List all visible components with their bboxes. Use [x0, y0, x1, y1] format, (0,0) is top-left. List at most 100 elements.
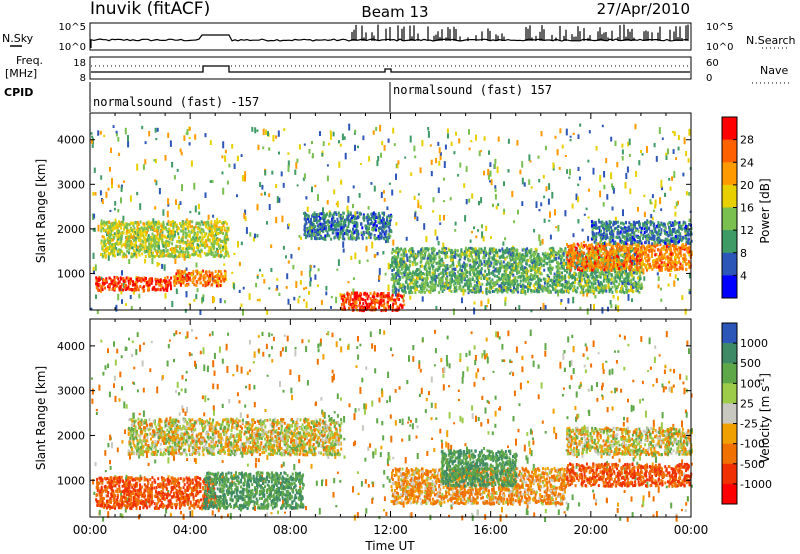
heatmap-cell: [344, 152, 347, 160]
heatmap-cell: [102, 244, 105, 248]
heatmap-cell: [419, 167, 422, 174]
heatmap-cell: [115, 132, 118, 137]
heatmap-cell: [499, 249, 502, 253]
heatmap-cell: [126, 229, 129, 233]
heatmap-cell: [363, 218, 366, 222]
heatmap-cell: [561, 271, 563, 275]
heatmap-cell: [432, 210, 435, 213]
heatmap-cell: [127, 285, 130, 289]
heatmap-cell: [417, 199, 420, 204]
heatmap-cell: [538, 209, 541, 212]
heatmap-cell: [453, 289, 456, 293]
heatmap-cell: [466, 275, 469, 278]
heatmap-cell: [185, 218, 188, 222]
heatmap-cell: [313, 211, 316, 215]
noise-right-tick-bottom: 10^0: [706, 42, 733, 53]
heatmap-cell: [468, 285, 471, 289]
heatmap-cell: [537, 286, 540, 290]
heatmap-cell: [335, 213, 338, 216]
heatmap-cell: [162, 223, 165, 227]
heatmap-cell: [454, 281, 457, 285]
heatmap-cell: [657, 284, 660, 289]
heatmap-cell: [213, 241, 216, 245]
heatmap-cell: [240, 303, 243, 308]
heatmap-cell: [194, 275, 197, 279]
heatmap-cell: [216, 247, 218, 251]
cpid-segment-1: normalsound (fast) -157: [93, 95, 259, 109]
heatmap-cell: [222, 275, 225, 279]
heatmap-cell: [319, 212, 322, 216]
heatmap-cell: [612, 294, 615, 299]
heatmap-cell: [120, 197, 122, 204]
heatmap-cell: [391, 189, 394, 196]
heatmap-cell: [106, 238, 109, 242]
heatmap-cell: [350, 291, 353, 295]
heatmap-cell: [333, 219, 336, 223]
heatmap-cell: [343, 305, 346, 309]
heatmap-cell: [415, 268, 418, 271]
heatmap-cell: [211, 231, 214, 235]
heatmap-cell: [592, 279, 595, 282]
heatmap-cell: [347, 236, 350, 240]
heatmap-cell: [660, 185, 663, 188]
heatmap-cell: [504, 296, 507, 302]
heatmap-cell: [118, 152, 121, 156]
heatmap-cell: [153, 227, 156, 231]
heatmap-cell: [559, 249, 562, 253]
heatmap-cell: [500, 254, 503, 258]
heatmap-cell: [110, 250, 113, 254]
heatmap-cell: [141, 252, 144, 256]
heatmap-cell: [371, 241, 374, 249]
heatmap-cell: [511, 251, 514, 255]
heatmap-cell: [104, 221, 107, 225]
heatmap-cell: [195, 234, 198, 238]
heatmap-cell: [660, 298, 663, 302]
heatmap-cell: [339, 143, 342, 147]
heatmap-cell: [601, 271, 604, 275]
heatmap-cell: [558, 270, 561, 274]
heatmap-cell: [661, 186, 663, 191]
heatmap-cell: [125, 303, 127, 306]
heatmap-cell: [413, 284, 416, 288]
heatmap-cell: [322, 237, 325, 241]
noise-search-trace: [351, 24, 689, 41]
heatmap-cell: [395, 251, 398, 254]
heatmap-cell: [371, 227, 374, 231]
heatmap-cell: [411, 291, 414, 295]
heatmap-cell: [184, 250, 187, 254]
heatmap-cell: [317, 219, 320, 223]
heatmap-cell: [162, 220, 165, 224]
heatmap-cell: [202, 294, 205, 298]
heatmap-cell: [673, 280, 676, 287]
heatmap-cell: [176, 277, 179, 281]
heatmap-cell: [456, 249, 459, 253]
heatmap-cell: [156, 278, 159, 282]
heatmap-cell: [319, 216, 322, 220]
heatmap-cell: [175, 244, 178, 248]
heatmap-cell: [313, 227, 316, 231]
heatmap-cell: [481, 231, 484, 239]
heatmap-cell: [244, 175, 246, 182]
heatmap-cell: [559, 302, 562, 305]
heatmap-cell: [107, 252, 110, 256]
heatmap-cell: [365, 226, 367, 230]
heatmap-cell: [601, 267, 604, 271]
heatmap-cell: [596, 278, 598, 282]
heatmap-cell: [492, 273, 495, 277]
heatmap-cell: [110, 280, 113, 284]
heatmap-cell: [139, 220, 142, 224]
heatmap-cell: [147, 220, 150, 224]
heatmap-cell: [344, 299, 347, 303]
heatmap-cell: [195, 221, 198, 225]
heatmap-cell: [210, 253, 213, 256]
heatmap-cell: [554, 135, 557, 139]
heatmap-cell: [451, 251, 454, 254]
heatmap-cell: [130, 233, 132, 237]
heatmap-cell: [376, 292, 379, 296]
heatmap-cell: [131, 242, 134, 246]
heatmap-cell: [117, 209, 120, 213]
heatmap-cell: [446, 255, 449, 259]
heatmap-cell: [387, 284, 390, 292]
heatmap-cell: [383, 213, 385, 217]
heatmap-cell: [197, 239, 199, 243]
